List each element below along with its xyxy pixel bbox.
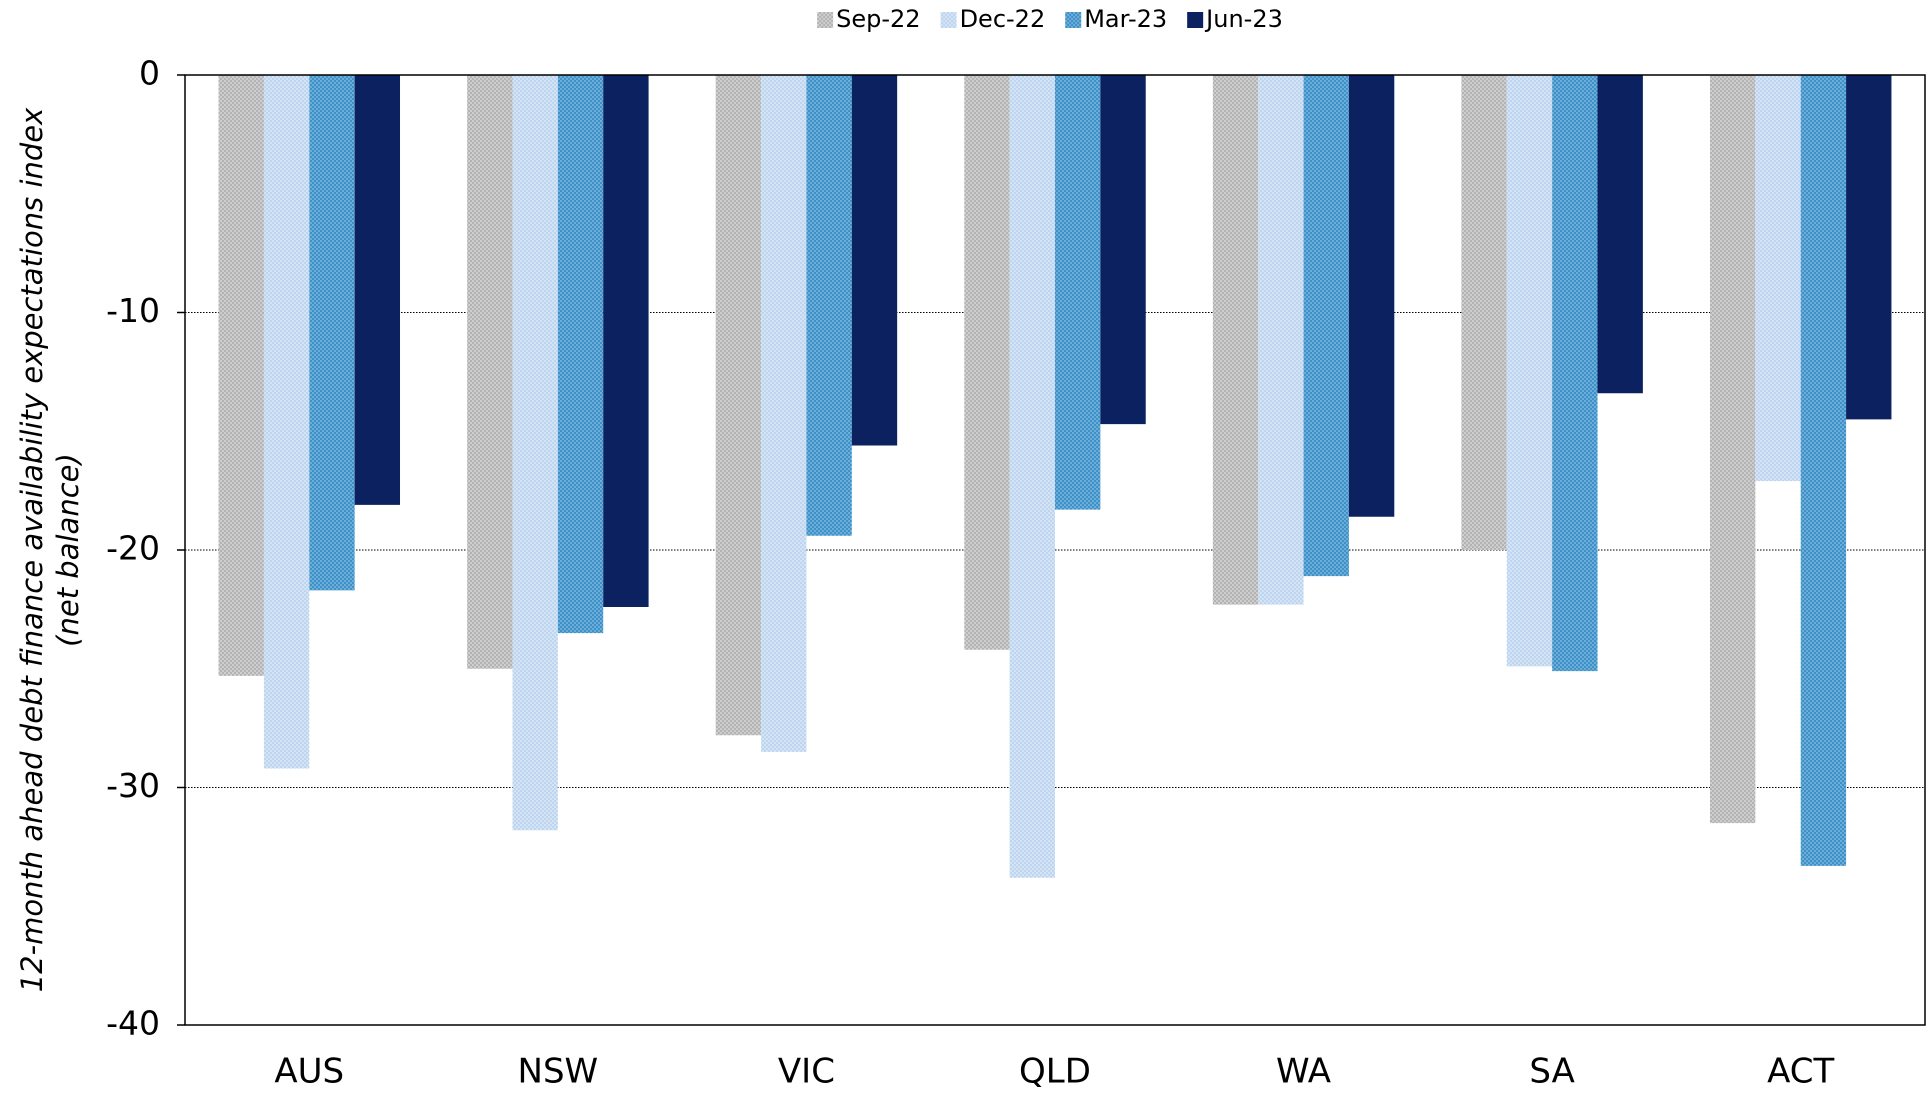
y-tick-label: -20 [106,529,160,568]
y-tick-label: -10 [106,291,160,330]
legend-swatch [940,12,957,28]
y-axis-title-line: (net balance) [51,453,85,647]
y-axis-title: 12-month ahead debt finance availability… [15,107,85,992]
y-tick-label: 0 [139,54,160,93]
bar [603,75,649,607]
bar [467,75,513,669]
x-tick-label: VIC [778,1052,835,1092]
x-tick-label: WA [1276,1052,1331,1092]
x-tick-label: AUS [274,1052,344,1092]
bar [1755,75,1801,482]
bar [1552,75,1598,672]
bar [1348,75,1395,517]
bar [964,75,1010,650]
bar [557,75,604,634]
legend-label: Mar-23 [1084,5,1167,33]
x-tick-label: QLD [1019,1052,1091,1092]
bar [1100,75,1146,425]
legend-swatch [1187,12,1204,28]
x-tick-label: NSW [518,1052,599,1092]
legend-label: Dec-22 [960,5,1046,33]
bar [354,75,401,505]
legend-swatch [1065,12,1082,28]
bar [715,75,762,736]
x-tick-label: ACT [1767,1052,1834,1092]
bar [512,75,558,831]
bar [1258,75,1304,605]
y-tick-label: -30 [106,766,160,805]
bar [1461,75,1507,550]
bar [1303,75,1349,577]
bar [1506,75,1553,667]
legend-label: Jun-23 [1204,5,1283,33]
bar [1846,75,1892,420]
bar [1597,75,1643,394]
plot-frame [184,74,1926,1026]
bar [1055,75,1101,510]
bar [218,75,264,676]
bar [309,75,355,591]
y-tick-label: -40 [106,1004,160,1043]
bar [761,75,807,752]
bar [1709,75,1756,824]
legend-swatch [817,12,834,28]
bar [851,75,898,446]
y-axis-title-line: 12-month ahead debt finance availability… [15,107,49,992]
legend: Sep-22 Dec-22 Mar-23 Jun-23 [817,5,1283,33]
bar [1009,75,1055,878]
legend-label: Sep-22 [836,5,920,33]
bar [1212,75,1259,605]
bar [263,75,310,769]
x-tick-label: SA [1529,1052,1574,1092]
bar [1800,75,1847,866]
bar [806,75,852,536]
